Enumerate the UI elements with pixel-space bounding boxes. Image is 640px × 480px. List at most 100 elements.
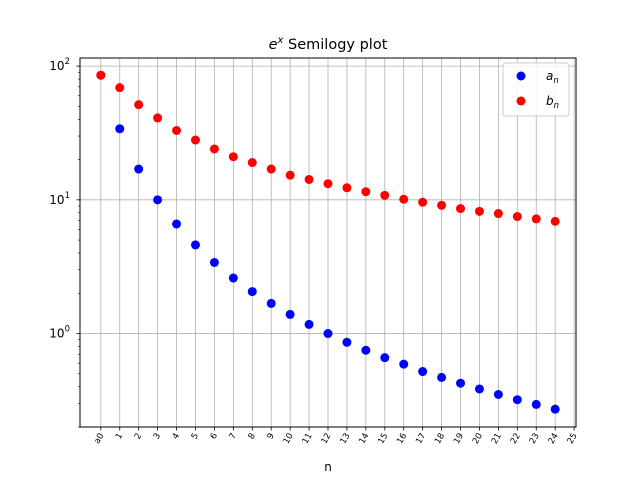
legend-marker-b (516, 96, 526, 106)
y-tick-label-exponent: 1 (65, 191, 70, 201)
point-b_n-10 (285, 170, 295, 180)
point-b_n-19 (456, 204, 466, 214)
x-axis-label: n (324, 460, 332, 474)
point-b_n-4 (172, 125, 182, 135)
point-a_n-21 (493, 390, 503, 400)
x-tick-label: 10 (282, 432, 296, 446)
data-points (96, 70, 560, 414)
x-tick-label: 1 (114, 432, 125, 442)
x-tick-label: 14 (357, 432, 371, 446)
x-tick-label: 7 (228, 432, 239, 442)
x-tick-label: 21 (490, 432, 504, 446)
point-b_n-20 (474, 206, 484, 216)
x-tick-label: 6 (209, 432, 220, 442)
legend-entry-a: an (546, 69, 559, 86)
y-tick-label: 100 (49, 325, 70, 341)
point-b_n-1 (115, 83, 125, 93)
point-a_n-14 (361, 345, 371, 355)
point-a_n-15 (380, 353, 390, 363)
chart-title-superscript: x (277, 35, 284, 46)
axis-ticks: a0 1 2 3 4 5 6 7 8 9 10 11 12 13 14 15 16 17 18 19 20 21 22 23 2… (49, 57, 579, 446)
y-tick-label-exponent: 2 (65, 57, 70, 67)
point-b_n-14 (361, 187, 371, 197)
x-tick-label: 16 (395, 432, 409, 446)
x-tick-label: 2 (133, 432, 144, 442)
point-a_n-23 (531, 399, 541, 409)
point-b_n-5 (190, 135, 200, 145)
x-tick-label: 17 (414, 432, 428, 446)
y-tick-label: 102 (49, 57, 70, 73)
x-tick-label: 3 (152, 432, 163, 442)
legend: an bn (502, 62, 570, 117)
x-tick-label: 11 (301, 432, 315, 446)
x-tick-label: a0 (92, 432, 106, 446)
point-a_n-19 (456, 378, 466, 388)
x-tick-label: 18 (433, 432, 447, 446)
point-b_n-8 (247, 158, 257, 168)
point-a_n-7 (228, 273, 238, 283)
point-a_n-24 (550, 404, 560, 414)
y-tick-label-exponent: 0 (65, 325, 70, 335)
point-b_n-0 (96, 70, 106, 80)
x-tick-label: 19 (452, 432, 466, 446)
point-a_n-22 (512, 395, 522, 405)
point-b_n-17 (418, 197, 428, 207)
point-a_n-9 (266, 298, 276, 308)
point-b_n-16 (399, 194, 409, 204)
point-b_n-6 (209, 144, 219, 154)
point-b_n-7 (228, 152, 238, 162)
x-tick-label: 23 (528, 432, 542, 446)
x-tick-label: 12 (320, 432, 334, 446)
point-a_n-8 (247, 287, 257, 297)
point-b_n-24 (550, 216, 560, 226)
point-b_n-2 (134, 100, 144, 110)
x-tick-label: 5 (190, 432, 201, 442)
x-tick-label: 22 (509, 432, 523, 446)
chart-title-text: Semilogy plot (283, 37, 387, 53)
legend-entry-b-subscript: n (554, 101, 559, 111)
legend-entry-b-base: b (546, 94, 554, 108)
y-tick-label-base: 10 (49, 193, 64, 207)
chart-title: ex Semilogy plot (269, 35, 388, 53)
point-a_n-5 (190, 240, 200, 250)
point-a_n-18 (437, 372, 447, 382)
point-a_n-10 (285, 309, 295, 319)
x-tick-label: 24 (547, 432, 561, 446)
y-tick-label: 101 (49, 191, 70, 207)
chart-title-base: e (269, 37, 278, 53)
legend-marker-a (516, 71, 526, 81)
x-tick-label: 4 (171, 432, 182, 442)
point-a_n-1 (115, 124, 125, 134)
x-tick-label: 20 (471, 432, 485, 446)
point-a_n-4 (172, 219, 182, 229)
point-b_n-3 (153, 113, 163, 123)
point-a_n-20 (474, 384, 484, 394)
point-a_n-11 (304, 319, 314, 329)
legend-entry-b: bn (546, 94, 559, 111)
legend-entry-a-base: a (546, 69, 553, 83)
point-a_n-3 (153, 195, 163, 205)
point-a_n-12 (323, 329, 333, 339)
point-a_n-17 (418, 367, 428, 377)
point-a_n-13 (342, 337, 352, 347)
point-b_n-15 (380, 190, 390, 200)
point-b_n-13 (342, 183, 352, 193)
legend-frame (502, 62, 570, 117)
x-tick-label: 15 (376, 432, 390, 446)
x-tick-label: 13 (338, 432, 352, 446)
legend-entry-a-subscript: n (553, 76, 558, 86)
y-tick-label-base: 10 (49, 59, 64, 73)
plot-area-frame (79, 57, 577, 428)
point-a_n-6 (209, 257, 219, 267)
x-tick-label: 8 (247, 432, 258, 442)
point-a_n-2 (134, 164, 144, 174)
point-b_n-23 (531, 214, 541, 224)
point-b_n-9 (266, 164, 276, 174)
x-tick-label: 25 (566, 432, 580, 446)
point-b_n-18 (437, 200, 447, 210)
y-tick-label-base: 10 (49, 327, 64, 341)
point-b_n-21 (493, 209, 503, 219)
point-b_n-22 (512, 212, 522, 222)
point-b_n-12 (323, 179, 333, 189)
